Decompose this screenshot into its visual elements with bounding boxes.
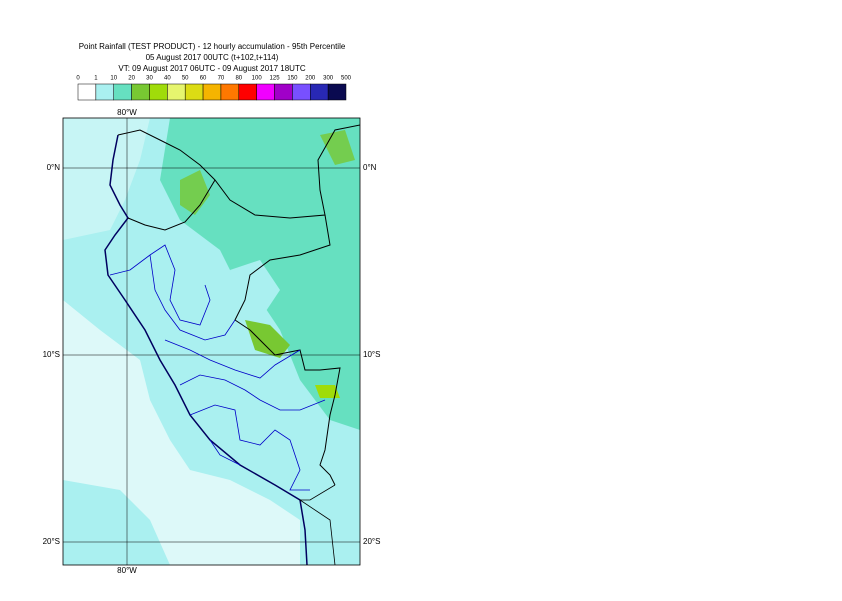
legend-label: 1	[94, 76, 98, 82]
border	[127, 179, 216, 231]
border	[298, 484, 336, 565]
border	[117, 124, 360, 219]
legend-label: 200	[305, 76, 316, 82]
lon-label: 80°W	[117, 566, 137, 575]
legend-swatch	[327, 83, 347, 101]
title-line: 05 August 2017 00UTC (t+102,t+114)	[146, 53, 279, 62]
legend-label: 20	[128, 76, 135, 82]
legend-swatch	[256, 83, 275, 101]
legend-swatch	[292, 83, 311, 101]
legend-label: 10	[110, 76, 117, 82]
lat-label: 20°S	[43, 537, 60, 546]
legend-swatch	[131, 83, 150, 101]
legend-label: 70	[218, 76, 225, 82]
legend-label: 150	[287, 76, 298, 82]
regions	[109, 244, 326, 491]
header: Point Rainfall (TEST PRODUCT) - 12 hourl…	[79, 42, 346, 73]
border	[234, 214, 341, 486]
legend-swatch	[202, 83, 222, 101]
legend-label: 40	[164, 76, 171, 82]
title-line: VT: 09 August 2017 06UTC - 09 August 201…	[118, 64, 305, 73]
lat-label: 10°S	[43, 350, 60, 359]
legend-label: 100	[252, 76, 263, 82]
legend-swatch	[167, 83, 186, 101]
rain-core	[315, 385, 340, 398]
map-frame	[62, 117, 361, 566]
legend: 0 1 10 20 30 40 50 60 70 80 100 125 150 200 300 500	[76, 76, 352, 101]
legend-label: 500	[341, 76, 352, 82]
lon-label: 80°W	[117, 108, 137, 117]
legend-swatch	[274, 83, 293, 101]
legend-swatch	[95, 83, 114, 101]
legend-swatch	[310, 83, 329, 101]
lat-label: 10°S	[363, 350, 380, 359]
legend-swatch	[113, 83, 132, 101]
legend-label: 0	[76, 76, 80, 82]
legend-swatch	[149, 83, 168, 101]
legend-swatch	[220, 83, 240, 101]
legend-label: 125	[270, 76, 281, 82]
rain-core	[245, 320, 290, 358]
legend-swatch	[184, 83, 204, 101]
lat-label: 20°S	[363, 537, 380, 546]
coastline	[104, 134, 308, 565]
legend-swatch	[77, 83, 97, 101]
legend-label: 80	[235, 76, 242, 82]
legend-swatch	[238, 83, 257, 101]
rain-area	[230, 260, 280, 320]
title-line: Point Rainfall (TEST PRODUCT) - 12 hourl…	[79, 42, 346, 51]
map	[63, 118, 360, 565]
lat-label: 0°N	[363, 163, 377, 172]
legend-label: 50	[182, 76, 189, 82]
rain-core	[320, 130, 355, 165]
legend-label: 30	[146, 76, 153, 82]
dry-area	[63, 118, 150, 240]
lat-label: 0°N	[47, 163, 61, 172]
legend-label: 300	[323, 76, 334, 82]
legend-label: 60	[200, 76, 207, 82]
rain-core	[180, 170, 210, 215]
dry-area	[63, 300, 300, 565]
